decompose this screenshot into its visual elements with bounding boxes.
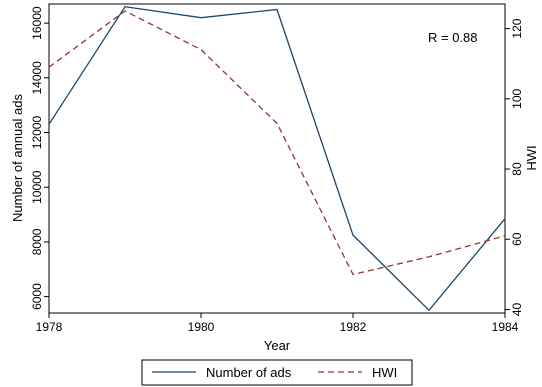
series-group — [48, 5, 506, 312]
series-line-hwi — [48, 10, 506, 276]
y-left-tick-label: 10000 — [30, 170, 44, 204]
y-axis-left: 6000 8000 10000 12000 14000 16000 — [30, 6, 49, 310]
annotation-r: R = 0.88 — [428, 30, 478, 45]
y-right-tick-label: 60 — [510, 232, 524, 246]
x-tick-label: 1978 — [36, 320, 63, 334]
x-tick-label: 1980 — [188, 320, 215, 334]
x-tick-label: 1984 — [492, 320, 519, 334]
y-right-axis-title: HWI — [524, 145, 539, 170]
x-axis: 1978 1980 1982 1984 — [36, 313, 519, 334]
y-right-tick-label: 100 — [510, 88, 524, 108]
y-right-tick-label: 40 — [510, 302, 524, 316]
y-right-tick-label: 80 — [510, 162, 524, 176]
y-left-tick-label: 12000 — [30, 116, 44, 150]
y-left-axis-title: Number of annual ads — [10, 94, 25, 222]
x-axis-title: Year — [264, 338, 291, 353]
x-tick-label: 1982 — [340, 320, 367, 334]
series-line-number-of-ads — [48, 5, 506, 312]
legend: Number of ads HWI — [141, 359, 413, 386]
y-right-tick-label: 120 — [510, 18, 524, 38]
y-axis-right: 40 60 80 100 120 — [505, 18, 524, 316]
legend-label-hwi: HWI — [372, 365, 397, 380]
y-left-tick-label: 16000 — [30, 6, 44, 40]
y-left-tick-label: 8000 — [30, 228, 44, 255]
legend-label-number-of-ads: Number of ads — [206, 365, 292, 380]
plot-frame — [48, 3, 506, 314]
y-left-tick-label: 14000 — [30, 61, 44, 95]
y-left-tick-label: 6000 — [30, 283, 44, 310]
